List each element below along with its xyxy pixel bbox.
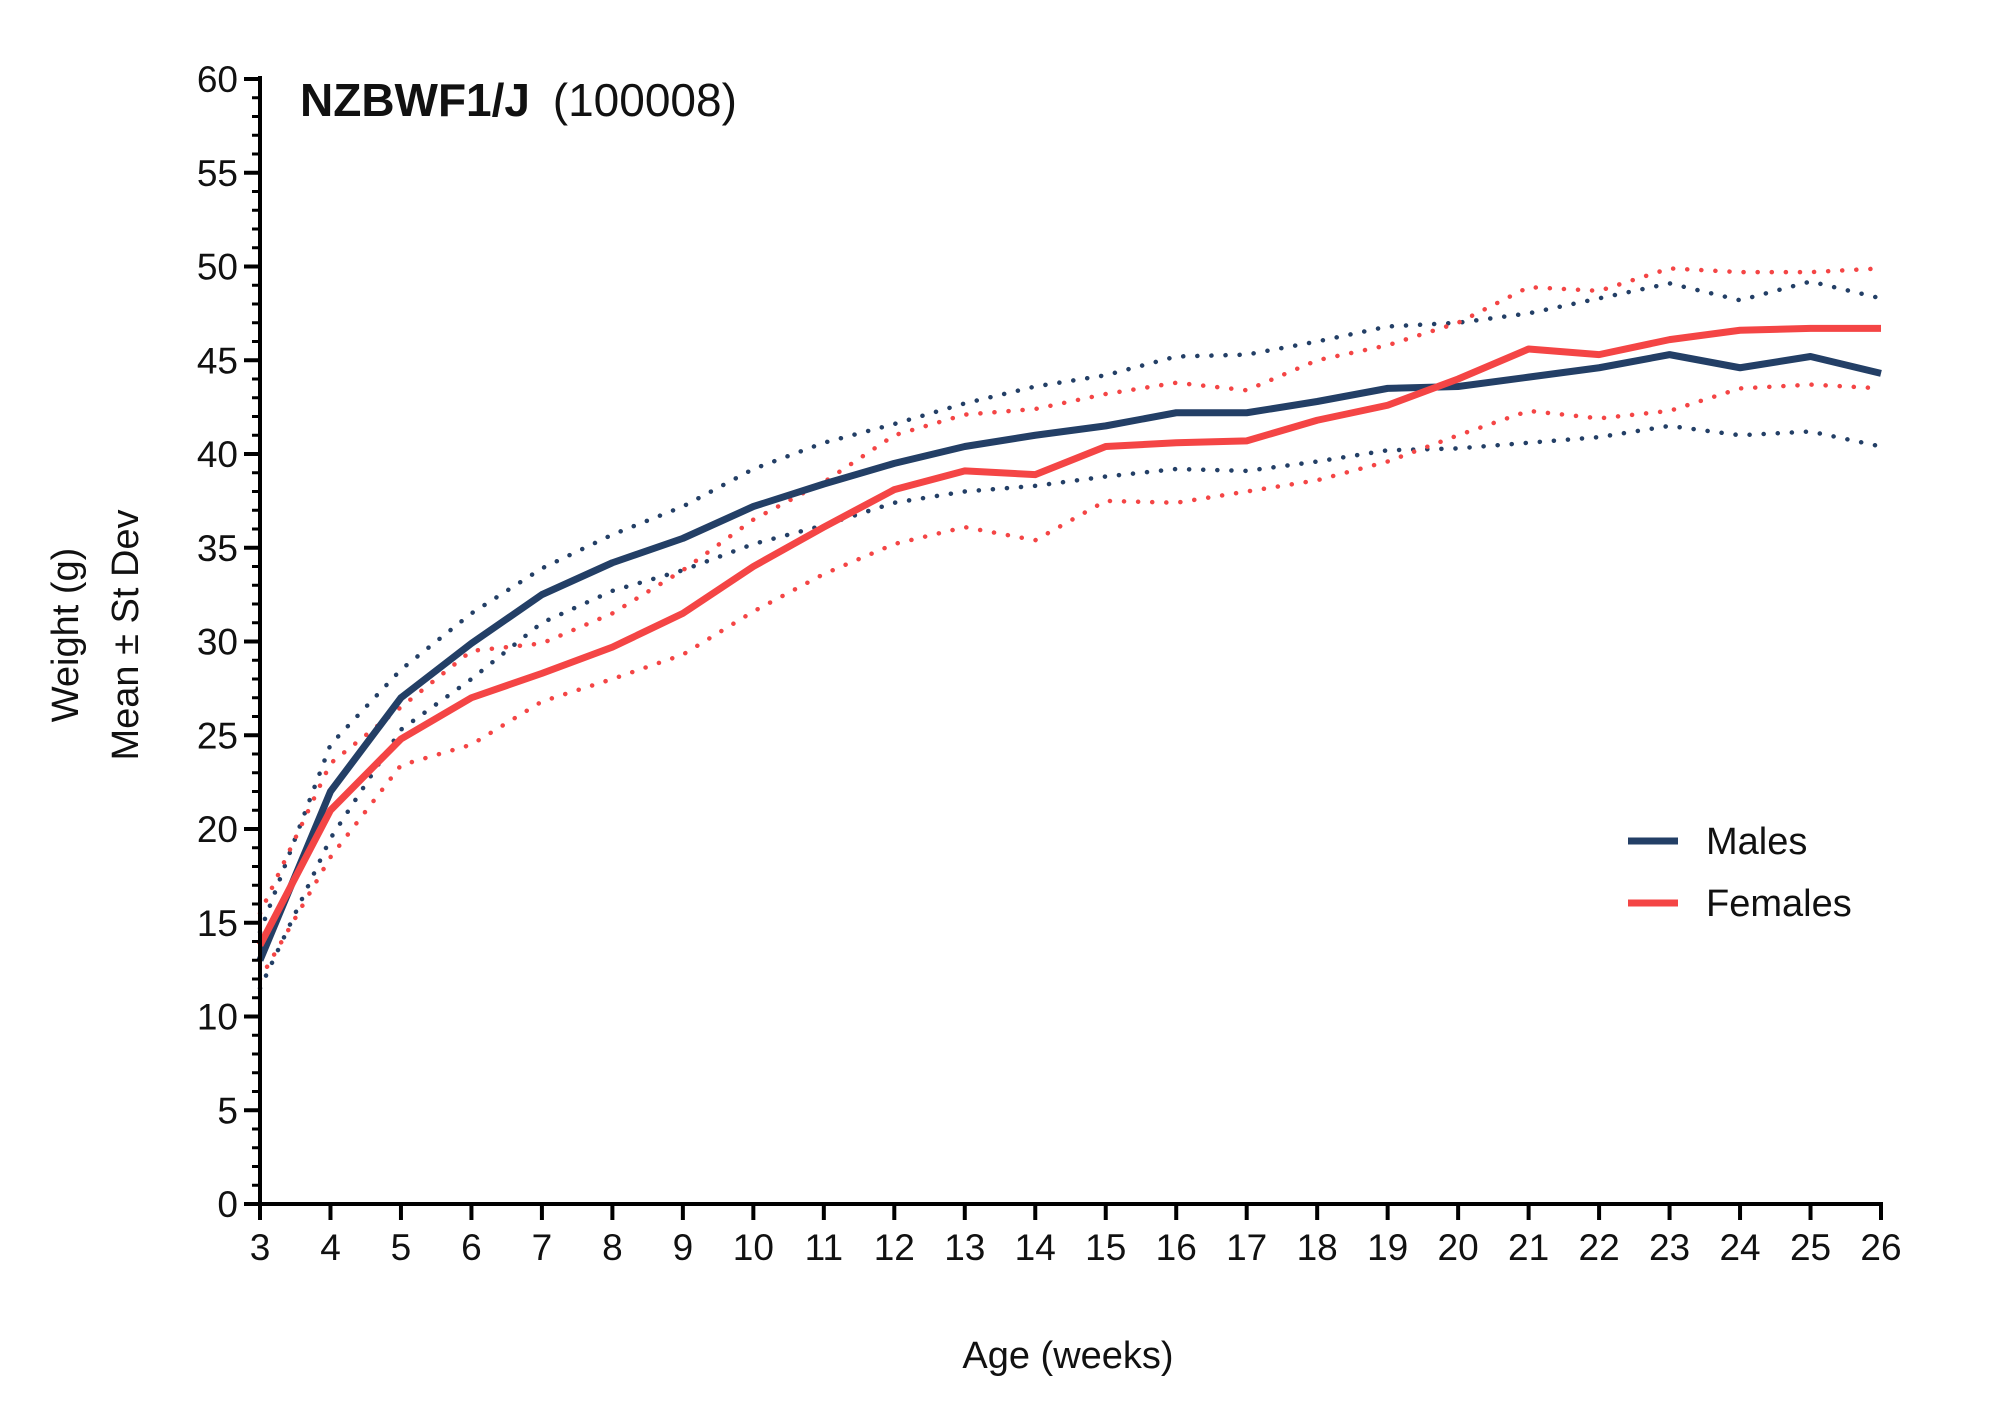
- y-tick-label: 0: [217, 1184, 238, 1225]
- chart-title-id: (100008): [553, 74, 737, 126]
- y-axis-title-line2: Mean ± St Dev: [105, 509, 147, 760]
- y-tick-label: 15: [197, 903, 238, 944]
- x-tick-label: 13: [944, 1227, 985, 1268]
- x-tick-label: 17: [1226, 1227, 1267, 1268]
- x-tick-label: 7: [532, 1227, 553, 1268]
- y-tick-label: 55: [197, 153, 238, 194]
- x-tick-label: 20: [1438, 1227, 1479, 1268]
- x-tick-label: 16: [1156, 1227, 1197, 1268]
- x-tick-label: 6: [461, 1227, 482, 1268]
- y-tick-label: 30: [197, 622, 238, 663]
- females-lower-sd-line: [257, 382, 1884, 982]
- x-tick-label: 5: [391, 1227, 412, 1268]
- males-lower-sd-line: [257, 423, 1884, 991]
- y-axis-title-line1: Weight (g): [45, 548, 87, 723]
- x-tick-label: 8: [602, 1227, 623, 1268]
- y-tick-label: 40: [197, 434, 238, 475]
- x-tick-label: 21: [1508, 1227, 1549, 1268]
- chart-title-strain: NZBWF1/J: [300, 74, 530, 126]
- females-upper-sd-line: [257, 266, 1884, 916]
- x-axis-title: Age (weeks): [962, 1335, 1173, 1377]
- y-tick-label: 10: [197, 997, 238, 1038]
- series-layer: [256, 266, 1884, 991]
- x-tick-label: 25: [1790, 1227, 1831, 1268]
- males-mean-line: [256, 351, 1882, 962]
- chart-title: NZBWF1/J (100008): [300, 74, 737, 126]
- females-mean-line: [256, 324, 1881, 947]
- x-tick-label: 14: [1015, 1227, 1056, 1268]
- legend-label-males: Males: [1706, 821, 1807, 863]
- x-tick-label: 11: [805, 1227, 843, 1268]
- x-tick-label: 22: [1579, 1227, 1620, 1268]
- y-tick-label: 45: [197, 340, 238, 381]
- y-tick-label: 25: [197, 715, 238, 756]
- y-tick-label: 35: [197, 528, 238, 569]
- y-tick-label: 20: [197, 809, 238, 850]
- x-tick-label: 15: [1085, 1227, 1126, 1268]
- x-tick-label: 10: [733, 1227, 774, 1268]
- legend-label-females: Females: [1706, 883, 1852, 925]
- legend: Males Females: [1628, 821, 1852, 925]
- x-tick-label: 12: [874, 1227, 915, 1268]
- x-tick-label: 3: [250, 1227, 271, 1268]
- x-tick-label: 19: [1367, 1227, 1408, 1268]
- x-tick-label: 18: [1297, 1227, 1338, 1268]
- y-tick-label: 60: [197, 59, 238, 100]
- males-upper-sd-line: [257, 279, 1884, 935]
- y-tick-label: 50: [197, 247, 238, 288]
- y-tick-label: 5: [217, 1090, 238, 1131]
- x-tick-label: 4: [320, 1227, 341, 1268]
- x-tick-label: 24: [1719, 1227, 1760, 1268]
- x-tick-label: 9: [673, 1227, 694, 1268]
- x-tick-label: 26: [1860, 1227, 1901, 1268]
- x-tick-label: 23: [1649, 1227, 1690, 1268]
